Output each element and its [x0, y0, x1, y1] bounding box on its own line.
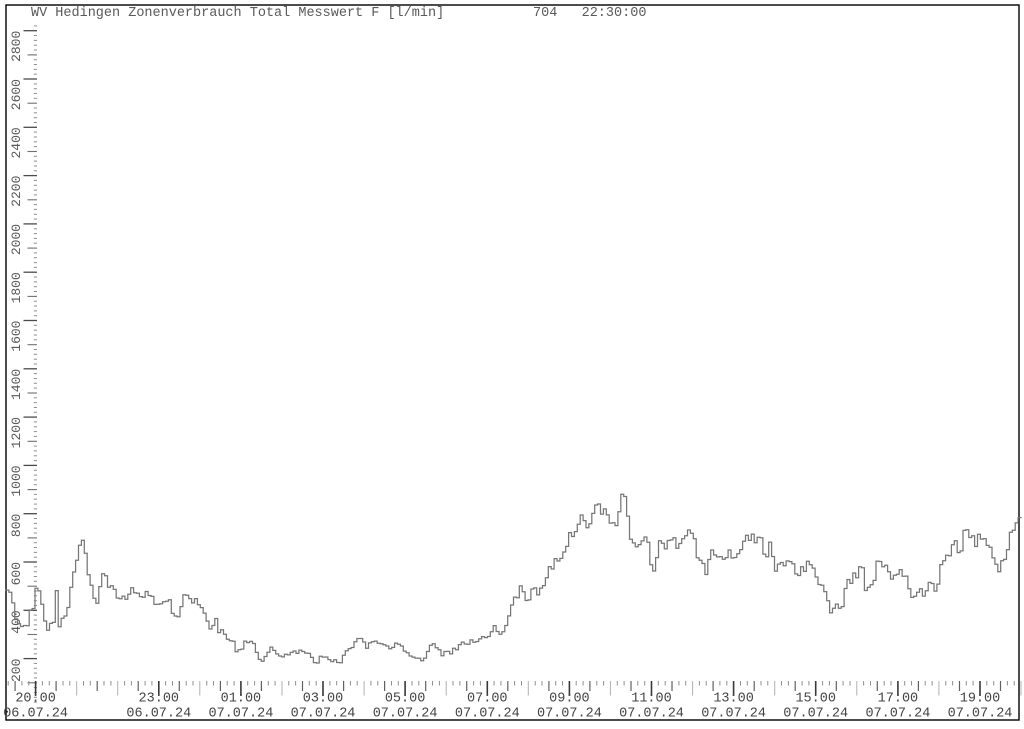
svg-text:07.07.24: 07.07.24: [948, 707, 1013, 722]
svg-text:1000: 1000: [9, 465, 24, 496]
svg-text:15:00: 15:00: [795, 692, 836, 707]
svg-text:1400: 1400: [9, 369, 24, 400]
svg-text:2200: 2200: [9, 176, 24, 207]
svg-text:20:00: 20:00: [15, 692, 56, 707]
svg-text:07:00: 07:00: [467, 692, 508, 707]
svg-text:1600: 1600: [9, 321, 24, 352]
svg-text:800: 800: [9, 514, 24, 537]
svg-text:2400: 2400: [9, 127, 24, 158]
svg-text:09:00: 09:00: [549, 692, 590, 707]
svg-text:07.07.24: 07.07.24: [373, 707, 438, 722]
svg-text:400: 400: [9, 610, 24, 633]
svg-text:17:00: 17:00: [878, 692, 919, 707]
svg-text:07.07.24: 07.07.24: [455, 707, 520, 722]
svg-text:1200: 1200: [9, 417, 24, 448]
svg-text:07.07.24: 07.07.24: [701, 707, 766, 722]
svg-text:23:00: 23:00: [139, 692, 180, 707]
svg-text:06.07.24: 06.07.24: [3, 707, 68, 722]
svg-text:07.07.24: 07.07.24: [783, 707, 848, 722]
svg-text:01:00: 01:00: [221, 692, 262, 707]
svg-text:2800: 2800: [9, 31, 24, 62]
svg-text:2000: 2000: [9, 224, 24, 255]
svg-text:11:00: 11:00: [631, 692, 672, 707]
svg-text:07.07.24: 07.07.24: [619, 707, 684, 722]
svg-text:06.07.24: 06.07.24: [126, 707, 191, 722]
svg-text:07.07.24: 07.07.24: [208, 707, 273, 722]
svg-text:07.07.24: 07.07.24: [291, 707, 356, 722]
svg-text:03:00: 03:00: [303, 692, 344, 707]
svg-text:07.07.24: 07.07.24: [865, 707, 930, 722]
svg-text:1800: 1800: [9, 272, 24, 303]
svg-text:13:00: 13:00: [713, 692, 754, 707]
svg-text:2600: 2600: [9, 79, 24, 110]
svg-text:19:00: 19:00: [960, 692, 1001, 707]
svg-text:600: 600: [9, 562, 24, 585]
svg-text:200: 200: [9, 659, 24, 682]
svg-text:05:00: 05:00: [385, 692, 426, 707]
svg-text:07.07.24: 07.07.24: [537, 707, 602, 722]
